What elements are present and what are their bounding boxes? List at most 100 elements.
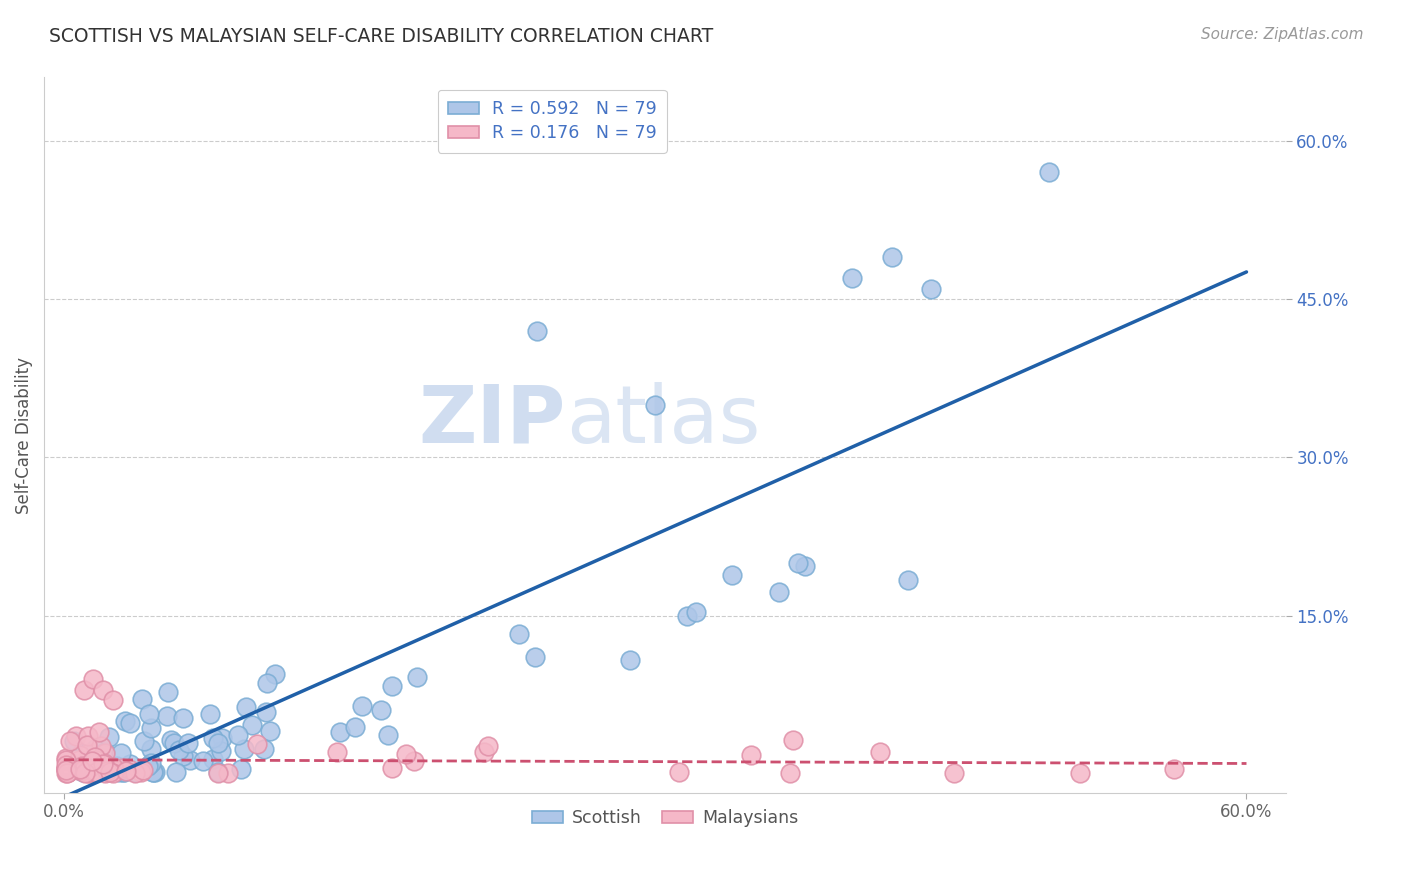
Point xyxy=(381,761,404,775)
Point xyxy=(897,574,920,588)
Point xyxy=(55,762,77,776)
Point xyxy=(124,764,146,779)
Point xyxy=(1163,762,1185,776)
Point xyxy=(169,742,191,756)
Point xyxy=(177,736,200,750)
Point xyxy=(101,766,124,780)
Point xyxy=(103,763,125,777)
Point xyxy=(101,760,124,774)
Point xyxy=(94,746,117,760)
Point xyxy=(65,729,87,743)
Point xyxy=(101,693,124,707)
Point xyxy=(370,704,392,718)
Point xyxy=(77,764,100,778)
Point xyxy=(62,734,84,748)
Point xyxy=(644,398,666,412)
Point xyxy=(136,759,159,773)
Point xyxy=(110,746,132,760)
Point xyxy=(104,764,127,778)
Point xyxy=(508,627,530,641)
Point xyxy=(56,764,79,779)
Point xyxy=(56,764,79,778)
Point xyxy=(132,763,155,777)
Point xyxy=(69,747,91,762)
Point xyxy=(76,730,98,744)
Point xyxy=(59,733,82,747)
Point xyxy=(80,754,103,768)
Point xyxy=(90,739,112,754)
Point xyxy=(72,764,94,779)
Point xyxy=(89,725,111,739)
Point xyxy=(165,764,187,779)
Point xyxy=(142,764,165,779)
Point xyxy=(84,764,107,779)
Point xyxy=(139,742,162,756)
Point xyxy=(141,756,163,771)
Point xyxy=(55,754,77,768)
Point xyxy=(72,682,94,697)
Point xyxy=(84,750,107,764)
Point xyxy=(880,250,903,264)
Point xyxy=(240,718,263,732)
Point xyxy=(93,757,115,772)
Point xyxy=(344,720,367,734)
Point xyxy=(93,756,115,771)
Point xyxy=(381,679,404,693)
Point xyxy=(131,764,153,779)
Point xyxy=(943,766,966,780)
Point xyxy=(142,764,165,779)
Point xyxy=(172,749,194,764)
Point xyxy=(235,700,257,714)
Point xyxy=(66,764,89,778)
Point xyxy=(228,729,250,743)
Point xyxy=(524,650,547,665)
Point xyxy=(118,715,141,730)
Point xyxy=(253,741,276,756)
Y-axis label: Self-Care Disability: Self-Care Disability xyxy=(15,357,32,514)
Point xyxy=(259,723,281,738)
Point xyxy=(207,766,229,780)
Point xyxy=(77,766,100,780)
Point xyxy=(75,766,97,780)
Point xyxy=(404,754,426,768)
Point xyxy=(114,714,136,728)
Point xyxy=(207,736,229,750)
Point xyxy=(1038,165,1060,179)
Point xyxy=(668,765,690,780)
Point xyxy=(87,754,110,768)
Point xyxy=(98,764,121,779)
Point xyxy=(117,762,139,776)
Point xyxy=(79,765,101,780)
Point xyxy=(202,731,225,745)
Point xyxy=(83,765,105,780)
Point xyxy=(124,766,146,780)
Text: atlas: atlas xyxy=(565,382,761,460)
Point xyxy=(352,699,374,714)
Point xyxy=(120,757,142,772)
Point xyxy=(160,733,183,747)
Point xyxy=(131,692,153,706)
Point xyxy=(82,672,104,686)
Point xyxy=(77,746,100,760)
Point xyxy=(254,705,277,719)
Point xyxy=(787,556,810,570)
Point xyxy=(55,761,77,775)
Point xyxy=(201,752,224,766)
Point xyxy=(721,568,744,582)
Point xyxy=(141,721,163,735)
Point xyxy=(55,766,77,780)
Point xyxy=(70,762,93,776)
Point xyxy=(98,730,121,744)
Point xyxy=(94,766,117,780)
Point xyxy=(143,764,166,779)
Point xyxy=(69,763,91,777)
Point xyxy=(685,605,707,619)
Point xyxy=(67,753,90,767)
Point xyxy=(233,741,256,756)
Point xyxy=(198,707,221,722)
Point xyxy=(207,764,229,779)
Point xyxy=(76,738,98,752)
Point xyxy=(56,765,79,780)
Text: Source: ZipAtlas.com: Source: ZipAtlas.com xyxy=(1201,27,1364,42)
Point xyxy=(264,667,287,681)
